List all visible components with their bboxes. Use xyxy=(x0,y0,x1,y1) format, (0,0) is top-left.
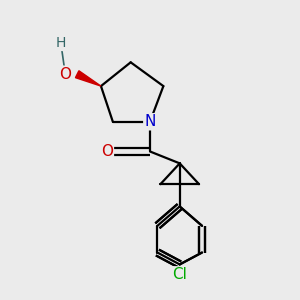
Text: O: O xyxy=(59,67,71,82)
Polygon shape xyxy=(76,71,101,86)
Text: H: H xyxy=(56,36,66,50)
Text: Cl: Cl xyxy=(172,267,187,282)
Text: O: O xyxy=(101,144,113,159)
Text: N: N xyxy=(144,114,156,129)
